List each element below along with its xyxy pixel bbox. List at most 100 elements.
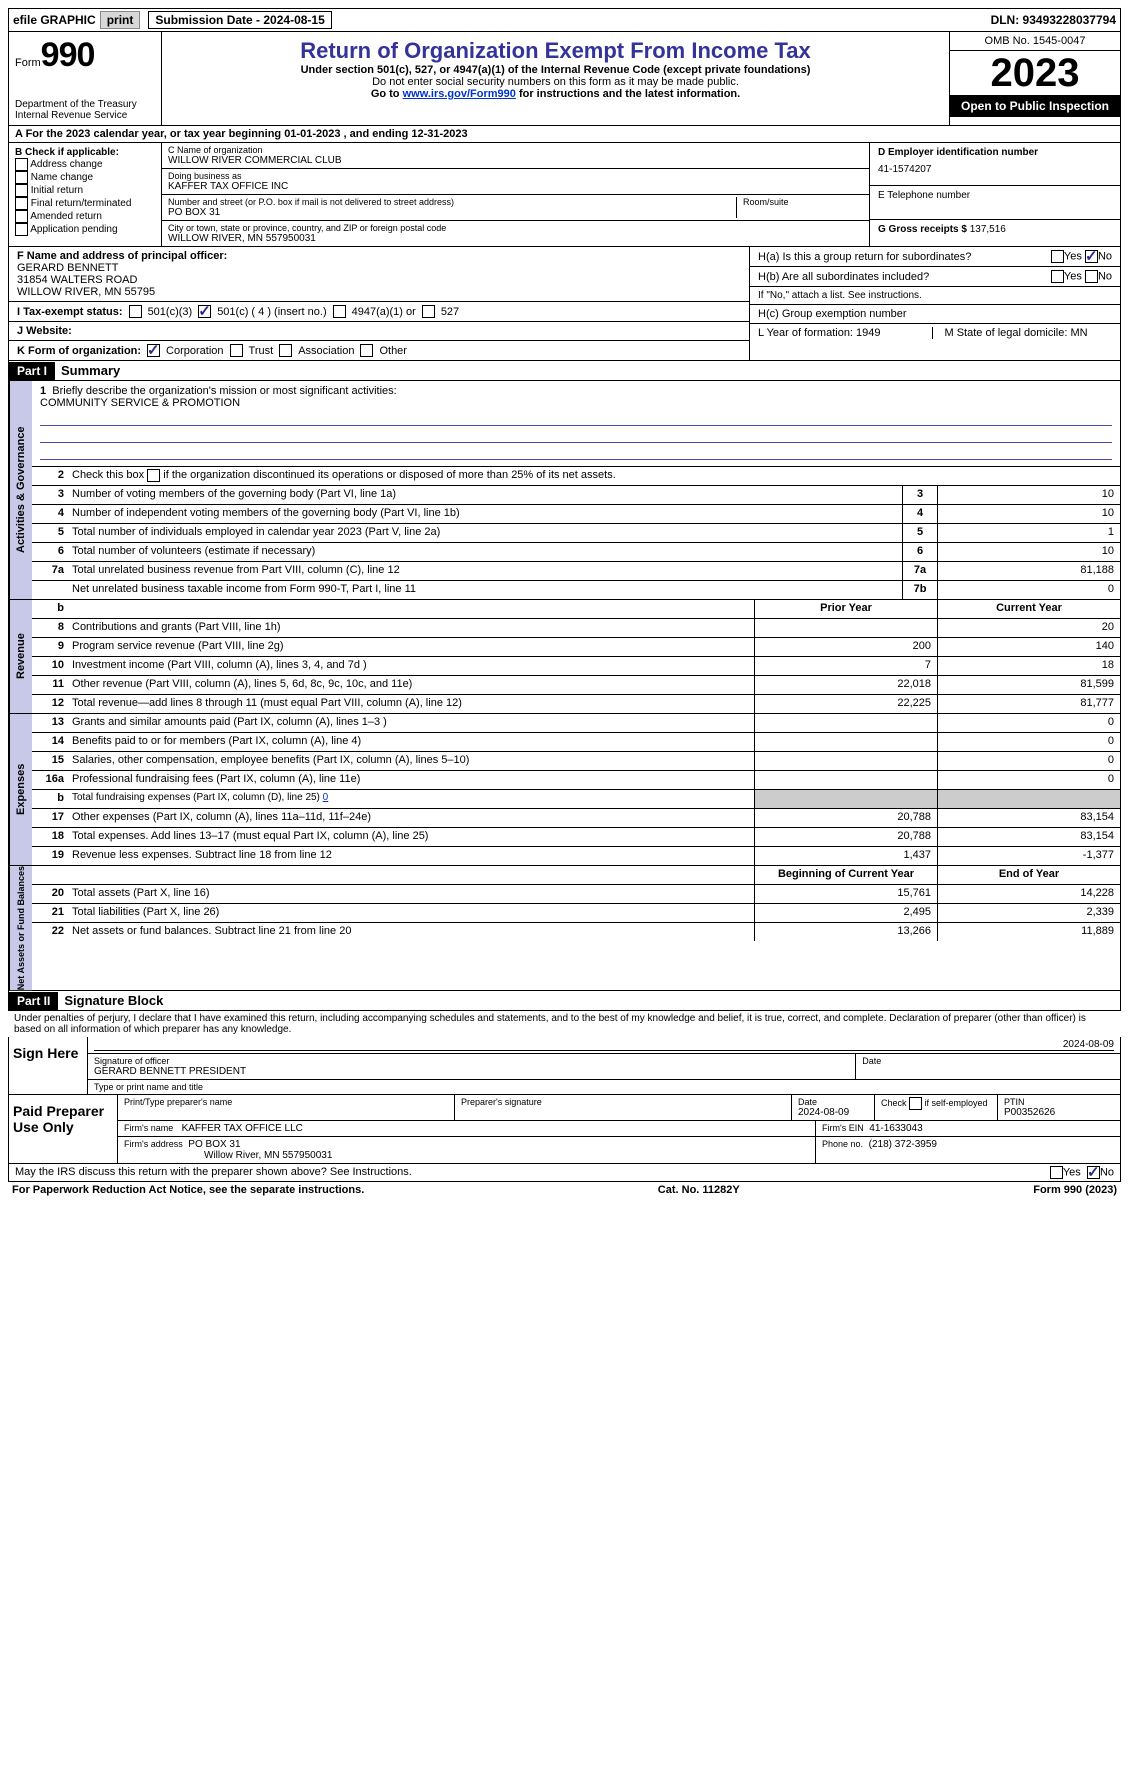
c-name-label: C Name of organization bbox=[168, 145, 863, 155]
goto-pre: Go to bbox=[371, 88, 403, 100]
cb-527[interactable] bbox=[422, 305, 435, 318]
l22-c: 11,889 bbox=[937, 923, 1120, 941]
lbl-name-change: Name change bbox=[31, 172, 93, 183]
irs-link[interactable]: www.irs.gov/Form990 bbox=[403, 88, 516, 100]
type-name-label: Type or print name and title bbox=[88, 1080, 1120, 1094]
g-label: G Gross receipts $ bbox=[878, 224, 967, 235]
l17-p: 20,788 bbox=[754, 809, 937, 827]
penalty-text: Under penalties of perjury, I declare th… bbox=[8, 1011, 1121, 1037]
tab-net-assets: Net Assets or Fund Balances bbox=[9, 866, 32, 990]
cb-assoc[interactable] bbox=[279, 344, 292, 357]
form-header: Form990 Department of the Treasury Inter… bbox=[8, 32, 1121, 126]
l14-text: Benefits paid to or for members (Part IX… bbox=[68, 733, 754, 751]
l7a-val: 81,188 bbox=[937, 562, 1120, 580]
part1-title: Summary bbox=[55, 361, 126, 380]
cb-app-pending[interactable] bbox=[15, 223, 28, 236]
lbl-527: 527 bbox=[441, 306, 459, 318]
ptin-label: PTIN bbox=[1004, 1097, 1114, 1107]
cb-corp[interactable] bbox=[147, 344, 160, 357]
l5-val: 1 bbox=[937, 524, 1120, 542]
tab-expenses: Expenses bbox=[9, 714, 32, 865]
l9-p: 200 bbox=[754, 638, 937, 656]
l3-val: 10 bbox=[937, 486, 1120, 504]
sign-here-label: Sign Here bbox=[9, 1037, 88, 1094]
lbl-4947: 4947(a)(1) or bbox=[352, 306, 416, 318]
l20-p: 15,761 bbox=[754, 885, 937, 903]
lbl-corp: Corporation bbox=[166, 345, 223, 357]
cb-address-change[interactable] bbox=[15, 158, 28, 171]
l16b-val: 0 bbox=[323, 792, 329, 803]
l17-text: Other expenses (Part IX, column (A), lin… bbox=[68, 809, 754, 827]
open-public: Open to Public Inspection bbox=[950, 95, 1120, 117]
l13-c: 0 bbox=[937, 714, 1120, 732]
l10-p: 7 bbox=[754, 657, 937, 675]
lbl-address-change: Address change bbox=[30, 159, 102, 170]
cb-hb-no[interactable] bbox=[1085, 270, 1098, 283]
l18-p: 20,788 bbox=[754, 828, 937, 846]
l20-text: Total assets (Part X, line 16) bbox=[68, 885, 754, 903]
firm-ein: 41-1633043 bbox=[869, 1123, 922, 1134]
lbl-discuss-yes: Yes bbox=[1063, 1167, 1081, 1179]
addr-value: PO BOX 31 bbox=[168, 207, 736, 218]
l-label: L Year of formation: 1949 bbox=[758, 327, 933, 339]
l13-text: Grants and similar amounts paid (Part IX… bbox=[68, 714, 754, 732]
irs-label: Internal Revenue Service bbox=[15, 110, 155, 121]
dept-treasury: Department of the Treasury bbox=[15, 99, 155, 110]
l11-c: 81,599 bbox=[937, 676, 1120, 694]
footer-mid: Cat. No. 11282Y bbox=[658, 1184, 740, 1196]
cb-name-change[interactable] bbox=[15, 171, 28, 184]
l8-text: Contributions and grants (Part VIII, lin… bbox=[68, 619, 754, 637]
cb-other[interactable] bbox=[360, 344, 373, 357]
sign-here-block: Sign Here 2024-08-09 Signature of office… bbox=[8, 1037, 1121, 1095]
l15-text: Salaries, other compensation, employee b… bbox=[68, 752, 754, 770]
l16a-text: Professional fundraising fees (Part IX, … bbox=[68, 771, 754, 789]
self-emp-label: Check if self-employed bbox=[881, 1097, 991, 1110]
cb-trust[interactable] bbox=[230, 344, 243, 357]
l10-text: Investment income (Part VIII, column (A)… bbox=[68, 657, 754, 675]
firm-addr-label: Firm's address bbox=[124, 1139, 183, 1149]
lbl-501c: 501(c) ( 4 ) (insert no.) bbox=[217, 306, 326, 318]
cb-discuss-no[interactable] bbox=[1087, 1166, 1100, 1179]
phone-value: (218) 372-3959 bbox=[869, 1139, 937, 1150]
cb-501c3[interactable] bbox=[129, 305, 142, 318]
l21-c: 2,339 bbox=[937, 904, 1120, 922]
l1-text: Briefly describe the organization's miss… bbox=[52, 385, 396, 397]
revenue-section: Revenue bPrior YearCurrent Year 8Contrib… bbox=[8, 600, 1121, 714]
cb-4947[interactable] bbox=[333, 305, 346, 318]
tab-governance: Activities & Governance bbox=[9, 381, 32, 599]
part1-label: Part I bbox=[9, 362, 55, 380]
cb-ha-no[interactable] bbox=[1085, 250, 1098, 263]
l7b-text: Net unrelated business taxable income fr… bbox=[68, 581, 902, 599]
hdr-boy: Beginning of Current Year bbox=[754, 866, 937, 884]
expenses-section: Expenses 13Grants and similar amounts pa… bbox=[8, 714, 1121, 866]
tax-year: 2023 bbox=[950, 51, 1120, 95]
prep-name-label: Print/Type preparer's name bbox=[124, 1097, 448, 1107]
box-b-title: B Check if applicable: bbox=[15, 147, 155, 158]
cb-discontinued[interactable] bbox=[147, 469, 160, 482]
cb-self-employed[interactable] bbox=[909, 1097, 922, 1110]
efile-label: efile GRAPHIC bbox=[13, 13, 96, 27]
print-button[interactable]: print bbox=[100, 11, 141, 29]
room-label: Room/suite bbox=[743, 197, 863, 207]
cb-501c[interactable] bbox=[198, 305, 211, 318]
l5-text: Total number of individuals employed in … bbox=[68, 524, 902, 542]
l7b-val: 0 bbox=[937, 581, 1120, 599]
prep-sig-label: Preparer's signature bbox=[461, 1097, 785, 1107]
cb-hb-yes[interactable] bbox=[1051, 270, 1064, 283]
l8-c: 20 bbox=[937, 619, 1120, 637]
l6-text: Total number of volunteers (estimate if … bbox=[68, 543, 902, 561]
cb-ha-yes[interactable] bbox=[1051, 250, 1064, 263]
ptin-value: P00352626 bbox=[1004, 1107, 1114, 1118]
cb-final-return[interactable] bbox=[15, 197, 28, 210]
part2-title: Signature Block bbox=[58, 991, 169, 1010]
l8-p bbox=[754, 619, 937, 637]
cb-amended[interactable] bbox=[15, 210, 28, 223]
l21-text: Total liabilities (Part X, line 26) bbox=[68, 904, 754, 922]
cb-initial-return[interactable] bbox=[15, 184, 28, 197]
l13-p bbox=[754, 714, 937, 732]
officer-name: GERARD BENNETT PRESIDENT bbox=[94, 1066, 849, 1077]
ha-label: H(a) Is this a group return for subordin… bbox=[758, 251, 1045, 263]
g-value: 137,516 bbox=[970, 224, 1006, 235]
form-title: Return of Organization Exempt From Incom… bbox=[168, 38, 943, 64]
cb-discuss-yes[interactable] bbox=[1050, 1166, 1063, 1179]
